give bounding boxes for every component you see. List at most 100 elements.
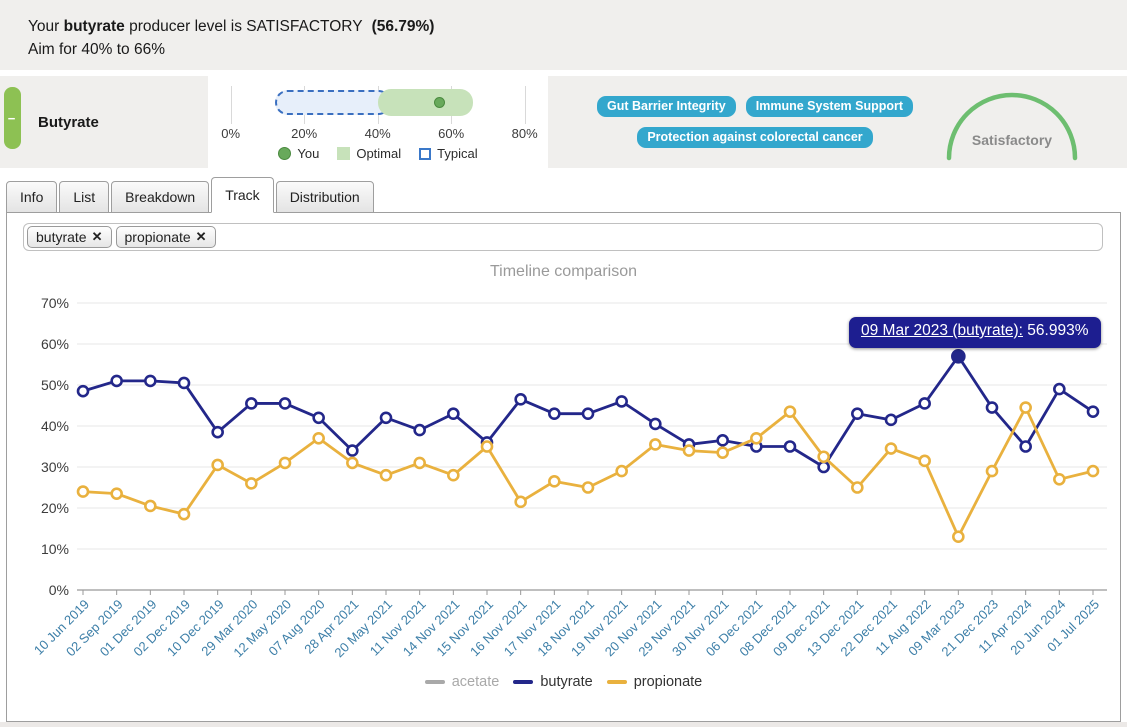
tab-track[interactable]: Track bbox=[211, 177, 274, 213]
data-point-butyrate-28[interactable] bbox=[1019, 440, 1032, 453]
legend-swatch-acetate bbox=[424, 680, 445, 684]
data-point-propionate-18[interactable] bbox=[682, 444, 696, 457]
benefit-badge-3: Protection against colorectal cancer bbox=[637, 127, 873, 148]
data-point-butyrate-24[interactable] bbox=[884, 413, 898, 427]
banner-value: (56.79%) bbox=[371, 18, 435, 35]
data-point-propionate-23[interactable] bbox=[851, 481, 864, 494]
data-point-propionate-12[interactable] bbox=[480, 440, 494, 453]
benefit-badges: Gut Barrier Integrity Immune System Suppo… bbox=[565, 96, 945, 148]
data-point-propionate-30[interactable] bbox=[1086, 464, 1100, 478]
data-point-butyrate-10[interactable] bbox=[413, 423, 426, 437]
legend-item-acetate[interactable]: acetate bbox=[424, 674, 499, 690]
filter-chip-propionate[interactable]: propionate ✕ bbox=[115, 226, 216, 248]
data-point-butyrate-11[interactable] bbox=[447, 407, 460, 420]
filter-chip-butyrate[interactable]: butyrate ✕ bbox=[27, 226, 112, 248]
data-point-butyrate-6[interactable] bbox=[278, 397, 292, 410]
data-point-butyrate-13[interactable] bbox=[514, 393, 527, 406]
range-legend-label: Optimal bbox=[356, 146, 402, 161]
data-point-butyrate-3[interactable] bbox=[177, 376, 191, 390]
data-point-propionate-2[interactable] bbox=[144, 499, 157, 513]
data-point-propionate-4[interactable] bbox=[211, 458, 224, 472]
data-point-propionate-28[interactable] bbox=[1019, 401, 1032, 414]
chart-title: Timeline comparison bbox=[489, 263, 637, 280]
data-point-butyrate-15[interactable] bbox=[581, 407, 595, 420]
data-point-butyrate-0[interactable] bbox=[76, 384, 90, 398]
legend-item-propionate[interactable]: propionate bbox=[606, 674, 702, 690]
data-point-propionate-3[interactable] bbox=[177, 507, 191, 521]
tab-distribution[interactable]: Distribution bbox=[275, 181, 374, 213]
filter-chip-label: propionate bbox=[124, 229, 191, 245]
data-point-butyrate-16[interactable] bbox=[615, 395, 628, 408]
data-point-butyrate-8[interactable] bbox=[346, 444, 359, 457]
data-point-propionate-15[interactable] bbox=[581, 481, 595, 494]
data-point-butyrate-25[interactable] bbox=[918, 397, 931, 410]
data-point-butyrate-1[interactable] bbox=[110, 374, 123, 388]
svg-text:40%: 40% bbox=[41, 418, 69, 434]
track-panel: butyrate ✕ propionate ✕ Timeline comparison… bbox=[6, 212, 1121, 722]
data-point-butyrate-17[interactable] bbox=[649, 417, 662, 431]
data-point-propionate-5[interactable] bbox=[245, 477, 258, 490]
aim-range-text: Aim for 40% to 66% bbox=[28, 41, 165, 58]
data-point-butyrate-27[interactable] bbox=[985, 401, 999, 414]
data-point-propionate-9[interactable] bbox=[379, 468, 393, 482]
data-point-propionate-25[interactable] bbox=[918, 454, 931, 468]
data-point-propionate-13[interactable] bbox=[514, 495, 527, 509]
svg-text:30%: 30% bbox=[41, 459, 69, 475]
data-point-butyrate-29[interactable] bbox=[1053, 382, 1066, 396]
data-point-propionate-22[interactable] bbox=[817, 450, 830, 464]
data-point-propionate-26[interactable] bbox=[952, 530, 965, 543]
data-point-propionate-21[interactable] bbox=[783, 405, 797, 418]
data-point-propionate-24[interactable] bbox=[884, 442, 898, 455]
tab-breakdown[interactable]: Breakdown bbox=[111, 181, 210, 213]
range-legend-item: Optimal bbox=[337, 146, 401, 161]
tab-info[interactable]: Info bbox=[6, 181, 58, 213]
data-point-propionate-10[interactable] bbox=[413, 456, 426, 470]
data-point-butyrate-21[interactable] bbox=[783, 440, 797, 453]
chart-legend: acetate butyrate propionate bbox=[7, 674, 1120, 690]
svg-text:70%: 70% bbox=[41, 295, 69, 311]
data-point-propionate-17[interactable] bbox=[649, 438, 662, 451]
remove-butyrate-icon[interactable]: ✕ bbox=[91, 229, 103, 244]
gauge-label: Satisfactory bbox=[971, 132, 1053, 148]
data-point-propionate-1[interactable] bbox=[110, 487, 123, 500]
data-point-propionate-19[interactable] bbox=[716, 446, 729, 459]
range-indicator-card: 0% 20% 40% 60% 80% You Optimal Typical bbox=[208, 76, 548, 168]
data-point-butyrate-23[interactable] bbox=[851, 407, 864, 420]
remove-propionate-icon[interactable]: ✕ bbox=[195, 229, 207, 244]
range-legend-item: Typical bbox=[419, 146, 478, 161]
series-line-propionate bbox=[82, 406, 1094, 539]
filter-chip-label: butyrate bbox=[36, 229, 87, 245]
data-point-propionate-11[interactable] bbox=[447, 468, 460, 482]
data-point-butyrate-9[interactable] bbox=[379, 411, 393, 425]
legend-swatch-butyrate bbox=[513, 680, 534, 684]
green-square-icon bbox=[337, 147, 351, 160]
data-point-butyrate-4[interactable] bbox=[211, 425, 224, 439]
data-point-butyrate-19[interactable] bbox=[716, 434, 729, 447]
collapse-toggle[interactable]: − bbox=[4, 87, 21, 149]
scale-tick-label: 0% bbox=[221, 126, 241, 141]
typical-range-bar bbox=[274, 90, 391, 115]
data-point-butyrate-2[interactable] bbox=[144, 374, 157, 388]
data-point-butyrate-14[interactable] bbox=[548, 407, 561, 420]
series-filter-box[interactable]: butyrate ✕ propionate ✕ bbox=[23, 223, 1103, 251]
data-point-butyrate-22[interactable] bbox=[817, 460, 830, 474]
data-point-propionate-27[interactable] bbox=[985, 464, 999, 478]
tooltip-value: 56.993% bbox=[1027, 322, 1089, 339]
data-point-butyrate-30[interactable] bbox=[1086, 405, 1100, 418]
data-point-propionate-7[interactable] bbox=[312, 432, 325, 445]
producer-level-text: Your butyrate producer level is SATISFAC… bbox=[28, 18, 434, 36]
legend-item-butyrate[interactable]: butyrate bbox=[513, 674, 593, 690]
data-point-propionate-20[interactable] bbox=[750, 432, 763, 445]
data-point-propionate-14[interactable] bbox=[548, 475, 561, 488]
data-point-butyrate-5[interactable] bbox=[245, 397, 258, 410]
data-point-propionate-29[interactable] bbox=[1053, 473, 1066, 486]
data-point-propionate-16[interactable] bbox=[615, 464, 628, 478]
status-gauge: Satisfactory bbox=[940, 84, 1084, 162]
data-point-propionate-0[interactable] bbox=[76, 485, 90, 498]
data-point-propionate-6[interactable] bbox=[278, 456, 292, 470]
tab-list[interactable]: List bbox=[59, 181, 110, 213]
data-point-butyrate-26[interactable] bbox=[951, 349, 966, 364]
data-point-propionate-8[interactable] bbox=[346, 456, 359, 470]
data-point-butyrate-7[interactable] bbox=[312, 411, 325, 425]
